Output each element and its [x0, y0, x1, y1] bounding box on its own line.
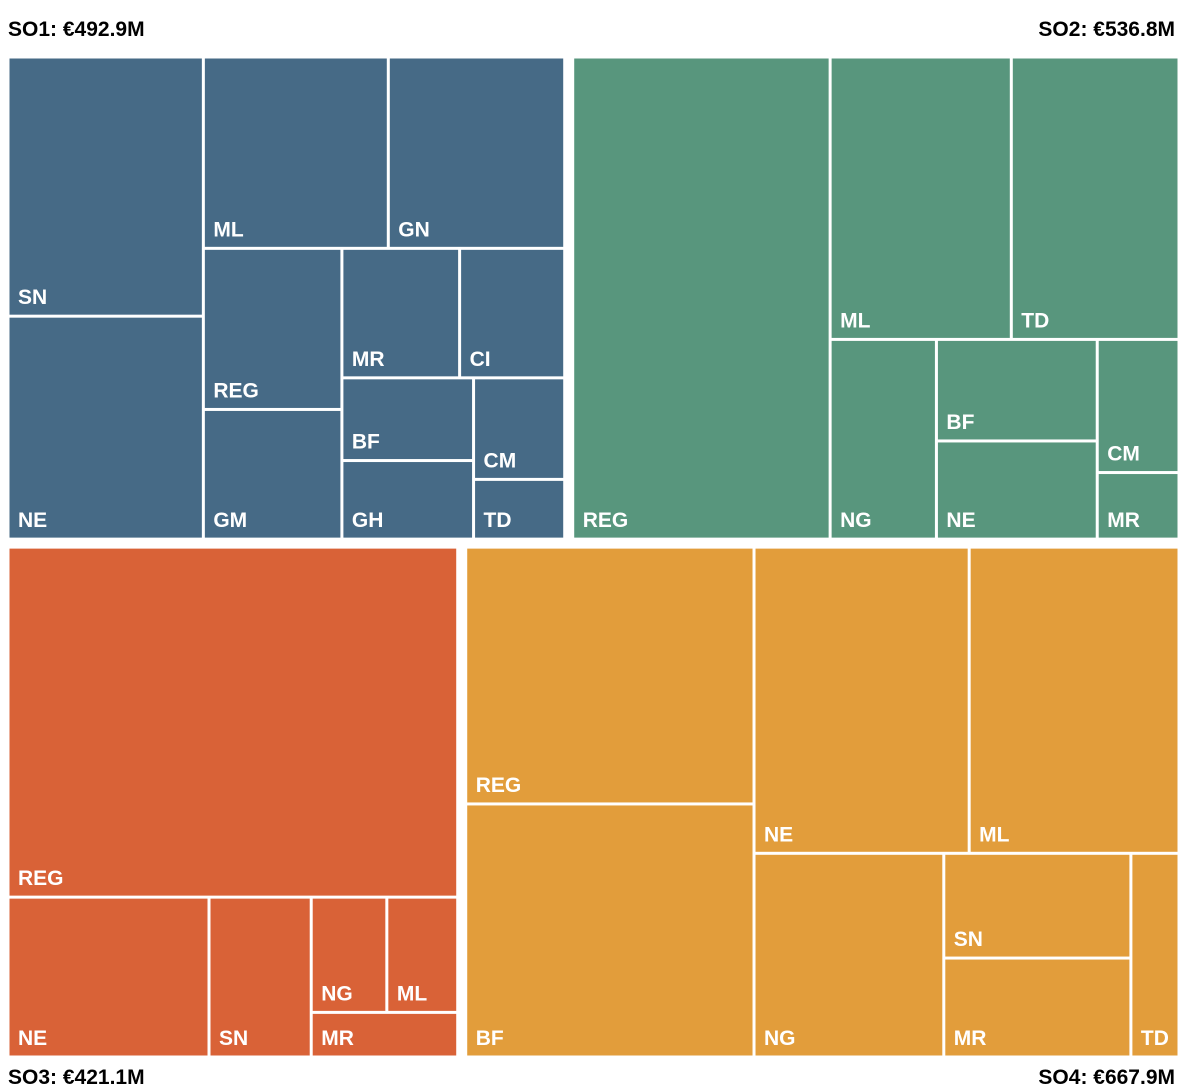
tile-label: GN: [398, 218, 430, 241]
treemap-tile: [831, 58, 1010, 338]
treemap-tile: [204, 410, 341, 538]
treemap-tile: [343, 249, 459, 377]
treemap-tile: [1012, 58, 1178, 338]
treemap-tile: [312, 898, 386, 1011]
tile-label: REG: [583, 509, 629, 532]
treemap-tile: [755, 854, 943, 1056]
tile-label: NG: [764, 1027, 796, 1050]
treemap-tile: [937, 442, 1096, 538]
tile-label: MR: [352, 348, 385, 371]
tile-label: MR: [1107, 509, 1140, 532]
treemap-tile: [9, 317, 202, 538]
tile-label: BF: [352, 431, 380, 454]
tile-label: NE: [18, 509, 47, 532]
treemap-tile: [461, 249, 564, 377]
tile-label: MR: [321, 1027, 354, 1050]
tile-label: BF: [946, 411, 974, 434]
tile-label: NG: [840, 509, 872, 532]
tile-label: CI: [470, 348, 491, 371]
tile-label: SN: [219, 1027, 248, 1050]
treemap-tile: [467, 805, 753, 1056]
tile-label: NE: [946, 509, 975, 532]
treemap-tile: [388, 898, 457, 1011]
tile-label: TD: [1141, 1027, 1169, 1050]
tile-label: BF: [476, 1027, 504, 1050]
treemap-tile: [831, 340, 935, 538]
treemap-tile: [389, 58, 564, 247]
treemap-tile: [970, 548, 1178, 852]
treemap-tile: [945, 854, 1130, 957]
tile-label: MR: [954, 1027, 987, 1050]
group-title: SO1: €492.9M: [8, 18, 145, 41]
treemap-tile: [1098, 474, 1178, 538]
tile-label: CM: [484, 449, 517, 472]
group-title: SO3: €421.1M: [8, 1066, 145, 1088]
treemap-tile: [475, 480, 564, 538]
tile-label: ML: [840, 309, 870, 332]
tile-label: ML: [979, 823, 1009, 846]
treemap-tile: [475, 379, 564, 478]
treemap-tile: [204, 58, 387, 247]
tile-label: REG: [18, 867, 64, 890]
treemap-tile: [945, 959, 1130, 1056]
treemap-tile: [312, 1013, 457, 1056]
treemap-tile: [9, 548, 457, 896]
group-title: SO4: €667.9M: [1038, 1066, 1175, 1088]
tile-label: REG: [213, 379, 259, 402]
tile-label: CM: [1107, 443, 1140, 466]
treemap-tile: [574, 58, 829, 538]
treemap-tile: [210, 898, 310, 1056]
treemap-tile: [343, 462, 473, 538]
tile-label: ML: [397, 982, 427, 1005]
tile-label: GH: [352, 509, 384, 532]
treemap-tile: [343, 379, 473, 460]
tile-label: SN: [18, 286, 47, 309]
treemap-tile: [204, 249, 341, 408]
treemap-tile: [1098, 340, 1178, 472]
tile-label: NE: [764, 823, 793, 846]
treemap-tile: [937, 340, 1096, 440]
treemap-tile: [755, 548, 968, 852]
tile-label: TD: [484, 509, 512, 532]
tile-label: NE: [18, 1027, 47, 1050]
tile-label: TD: [1021, 309, 1049, 332]
tile-label: ML: [213, 218, 243, 241]
tile-label: REG: [476, 774, 522, 797]
treemap-tile: [467, 548, 753, 803]
treemap-tile: [1132, 854, 1178, 1056]
treemap-tile: [9, 898, 208, 1056]
tile-label: SN: [954, 928, 983, 951]
tile-label: GM: [213, 509, 247, 532]
group-title: SO2: €536.8M: [1038, 18, 1175, 41]
treemap-tile: [9, 58, 202, 315]
tile-label: NG: [321, 982, 353, 1005]
